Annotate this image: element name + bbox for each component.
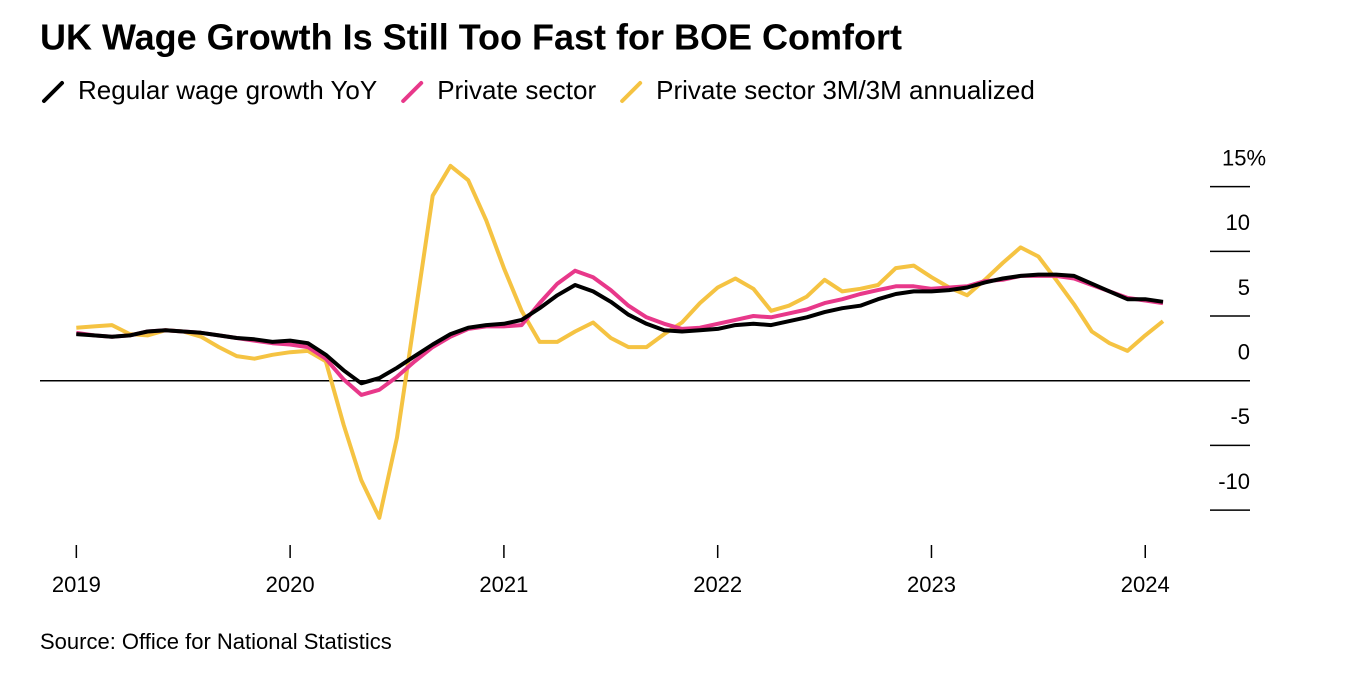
legend-swatch xyxy=(620,81,643,103)
x-tick-label: 2024 xyxy=(1121,572,1170,597)
y-tick-label: 15% xyxy=(1222,145,1266,170)
y-tick-label: 10 xyxy=(1226,210,1250,235)
chart-title: UK Wage Growth Is Still Too Fast for BOE… xyxy=(40,17,902,58)
legend-label: Regular wage growth YoY xyxy=(78,75,377,105)
x-tick-label: 2022 xyxy=(693,572,742,597)
x-tick-label: 2019 xyxy=(52,572,101,597)
x-tick-label: 2023 xyxy=(907,572,956,597)
legend-label: Private sector xyxy=(437,75,596,105)
legend-swatch xyxy=(42,81,64,103)
series-line xyxy=(76,163,1165,520)
y-tick-label: -5 xyxy=(1230,404,1250,429)
legend-label: Private sector 3M/3M annualized xyxy=(656,75,1035,105)
x-tick-label: 2020 xyxy=(266,572,315,597)
series-line xyxy=(76,268,1164,397)
legend-swatch xyxy=(401,81,424,103)
y-tick-label: 0 xyxy=(1238,340,1250,365)
y-tick-label: -10 xyxy=(1218,469,1250,494)
source: Source: Office for National Statistics xyxy=(40,629,392,654)
x-tick-label: 2021 xyxy=(479,572,528,597)
series-line xyxy=(76,272,1164,386)
y-tick-label: 5 xyxy=(1238,275,1250,300)
